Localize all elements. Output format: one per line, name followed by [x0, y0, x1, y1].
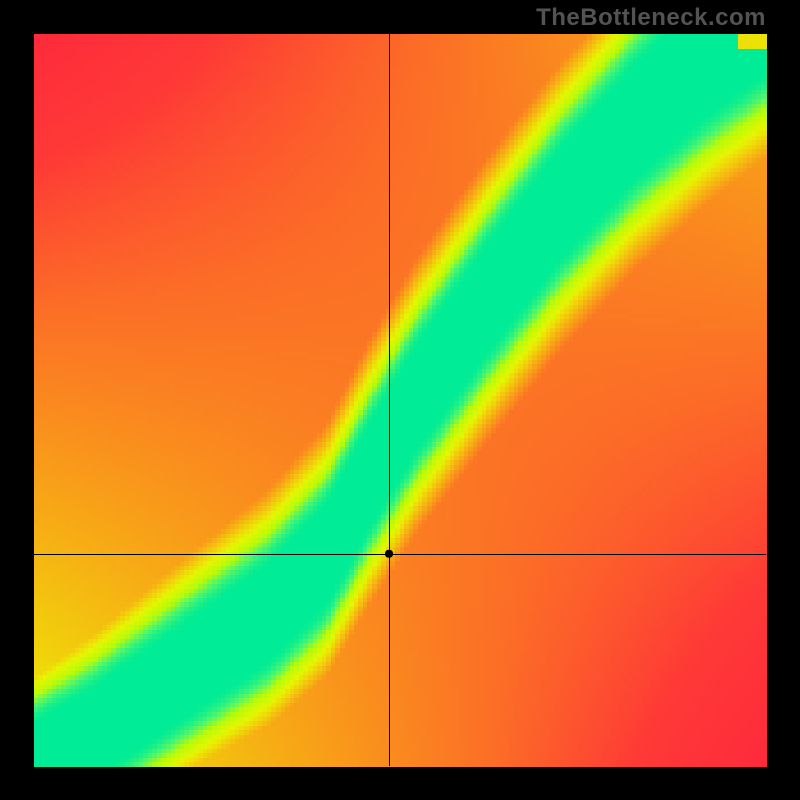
bottleneck-heatmap [0, 0, 800, 800]
chart-container: TheBottleneck.com [0, 0, 800, 800]
